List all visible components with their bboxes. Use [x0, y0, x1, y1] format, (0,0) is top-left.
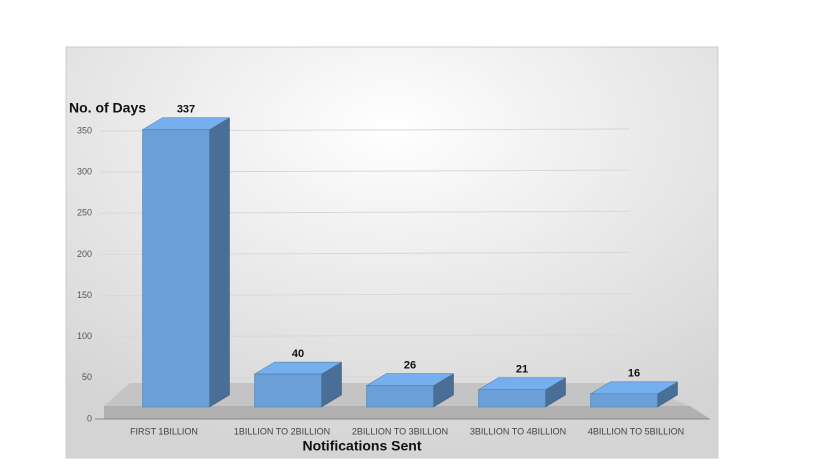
y-tick-label: 300 [77, 167, 92, 177]
y-tick-label: 350 [77, 125, 92, 135]
x-tick-label: 3BILLION TO 4BILLION [470, 426, 566, 436]
bar [478, 389, 546, 408]
y-tick-label: 50 [82, 372, 92, 382]
y-tick-label: 200 [77, 249, 92, 259]
x-tick-label: 4BILLION TO 5BILLION [588, 426, 684, 436]
x-tick-label: FIRST 1BILLION [130, 426, 198, 436]
x-axis-title: Notifications Sent [302, 438, 421, 454]
bar [142, 129, 210, 408]
bar [254, 373, 322, 408]
data-label: 26 [404, 360, 416, 372]
data-label: 337 [177, 104, 195, 116]
data-label: 40 [292, 348, 304, 360]
data-label: 21 [516, 364, 528, 376]
y-tick-label: 0 [87, 413, 92, 423]
y-tick-label: 100 [77, 331, 92, 341]
x-tick-label: 1BILLION TO 2BILLION [234, 426, 330, 436]
bar [590, 393, 658, 408]
data-label: 16 [628, 368, 640, 380]
bar [366, 385, 434, 408]
y-axis-title: No. of Days [69, 100, 146, 116]
y-tick-label: 150 [77, 290, 92, 300]
y-tick-label: 250 [77, 208, 92, 218]
x-tick-label: 2BILLION TO 3BILLION [352, 426, 448, 436]
bar-side [209, 117, 230, 408]
floor-edge [104, 406, 710, 419]
